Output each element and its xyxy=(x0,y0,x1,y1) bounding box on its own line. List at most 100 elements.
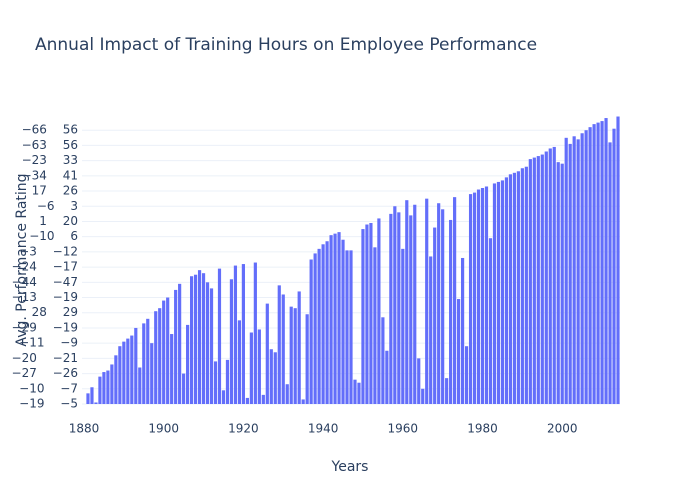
bar xyxy=(361,229,365,404)
y-tick-label: −20 −21 xyxy=(12,351,78,365)
bar xyxy=(468,194,473,404)
bar xyxy=(86,393,90,404)
bar xyxy=(425,198,429,404)
bar xyxy=(413,204,417,404)
bar xyxy=(528,159,532,404)
bar xyxy=(170,334,174,404)
bar xyxy=(225,359,230,404)
bar xyxy=(365,224,369,404)
y-tick-label: 1 20 xyxy=(39,214,78,228)
bar xyxy=(496,181,501,404)
bar xyxy=(500,180,505,404)
bar xyxy=(293,308,297,404)
bar xyxy=(544,151,548,404)
bar xyxy=(437,203,441,404)
bar xyxy=(329,235,333,404)
bar xyxy=(421,388,425,404)
bar xyxy=(385,350,389,404)
bar xyxy=(580,133,584,404)
bar xyxy=(138,367,142,404)
y-tick-label: −44 −47 xyxy=(12,275,78,289)
y-tick-label: −19 −5 xyxy=(19,397,78,411)
bar xyxy=(158,308,162,404)
bar xyxy=(94,402,98,404)
bar xyxy=(285,384,289,404)
bar xyxy=(453,197,457,404)
bar xyxy=(536,156,540,404)
bar xyxy=(596,122,600,405)
bar xyxy=(118,346,122,404)
bar xyxy=(197,270,202,404)
y-tick-label: −3 −12 xyxy=(19,244,78,258)
bar xyxy=(321,244,325,404)
chart-title: Annual Impact of Training Hours on Emplo… xyxy=(35,35,537,55)
bar xyxy=(516,171,520,404)
bar xyxy=(449,219,453,404)
bar xyxy=(217,268,222,404)
bar xyxy=(341,239,345,404)
x-tick-label: 1880 xyxy=(69,422,100,436)
bar xyxy=(429,256,433,404)
bar xyxy=(560,163,564,404)
bar xyxy=(405,200,409,404)
bar xyxy=(556,162,560,404)
bar xyxy=(325,241,329,404)
x-tick-label: 1900 xyxy=(148,422,179,436)
bar xyxy=(472,192,477,404)
y-tick-label: −63 56 xyxy=(22,138,78,152)
bar xyxy=(600,121,604,404)
bar xyxy=(484,186,489,404)
bar xyxy=(441,209,445,404)
bar xyxy=(337,232,341,404)
bar xyxy=(433,227,437,404)
y-tick-label: 17 26 xyxy=(32,184,78,198)
bar xyxy=(369,222,373,404)
bar xyxy=(106,370,110,404)
bar xyxy=(389,213,393,404)
bar xyxy=(480,188,485,404)
bar xyxy=(209,288,214,404)
bar xyxy=(488,238,493,404)
bar xyxy=(273,352,277,404)
y-tick-label: −29 −19 xyxy=(12,320,78,334)
bar xyxy=(150,343,154,404)
bar xyxy=(393,206,397,404)
bar xyxy=(261,394,265,404)
bar xyxy=(520,168,524,404)
bar xyxy=(572,136,576,404)
bar xyxy=(178,283,182,404)
bar xyxy=(357,382,361,404)
bar xyxy=(532,157,536,404)
x-tick-label: 1920 xyxy=(228,422,259,436)
bar xyxy=(162,300,166,404)
y-tick-label: −27 −26 xyxy=(12,366,78,380)
bar xyxy=(142,323,146,404)
bar xyxy=(608,142,612,404)
bar xyxy=(504,177,509,404)
bar xyxy=(313,253,317,404)
bar xyxy=(189,276,194,404)
bar xyxy=(349,250,353,404)
bar xyxy=(540,154,544,404)
x-tick-label: 1940 xyxy=(308,422,339,436)
bar xyxy=(353,379,357,404)
bar xyxy=(277,285,281,404)
bar xyxy=(409,215,413,404)
bar xyxy=(134,327,138,404)
bar xyxy=(524,166,528,404)
y-tick-label: −24 −17 xyxy=(12,260,78,274)
bar xyxy=(616,116,620,404)
bar xyxy=(333,233,337,404)
bar xyxy=(229,279,234,404)
bar xyxy=(612,128,616,405)
bar xyxy=(492,183,497,404)
bar xyxy=(182,373,186,404)
bar xyxy=(90,387,94,404)
y-tick-label: −10 −7 xyxy=(19,381,78,395)
bar xyxy=(588,127,592,404)
bar xyxy=(592,124,596,404)
bar xyxy=(110,364,114,404)
bar xyxy=(281,294,285,404)
bar xyxy=(98,376,102,404)
